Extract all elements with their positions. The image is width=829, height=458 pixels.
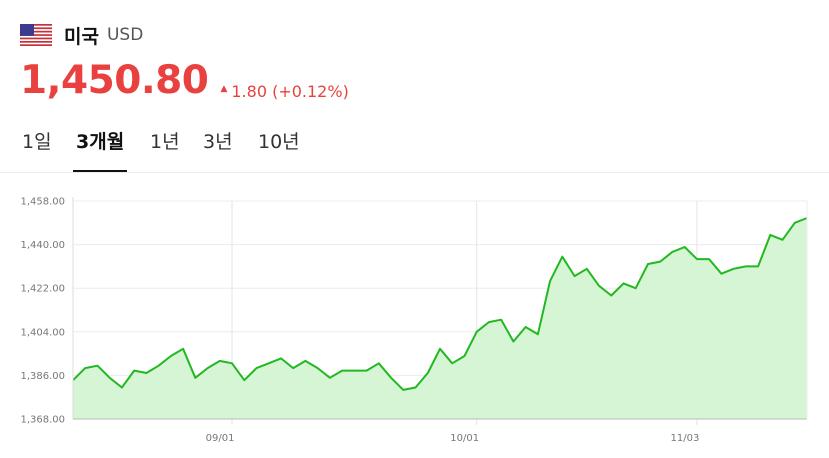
rate-change: ▲ 1.80 (+0.12%) — [220, 82, 348, 101]
tab-label: 1년 — [150, 131, 180, 153]
y-tick-label: 1,368.00 — [20, 415, 65, 426]
tab-3m[interactable]: 3개월 — [73, 118, 128, 172]
tabs-divider — [0, 172, 829, 173]
tab-label: 3년 — [203, 131, 233, 153]
active-tab-indicator — [73, 170, 128, 172]
rate-change-value: 1.80 (+0.12%) — [231, 81, 349, 101]
country-name: 미국 — [64, 25, 99, 48]
us-flag-icon — [20, 24, 52, 46]
tab-10y[interactable]: 10년 — [258, 118, 300, 172]
tab-1d[interactable]: 1일 — [22, 118, 52, 172]
tab-label: 1일 — [22, 131, 52, 153]
tab-label: 10년 — [258, 131, 300, 153]
y-tick-label: 1,440.00 — [20, 240, 65, 251]
y-tick-label: 1,404.00 — [20, 327, 65, 338]
currency-header: 미국 USD — [20, 20, 143, 50]
tab-3y[interactable]: 3년 — [203, 118, 233, 172]
triangle-up-icon: ▲ — [220, 84, 228, 94]
y-tick-label: 1,386.00 — [20, 371, 65, 382]
exchange-rate: 1,450.80 — [20, 58, 209, 103]
x-tick-label: 09/01 — [206, 433, 235, 444]
period-tabs: 1일 3개월 1년 3년 10년 — [0, 118, 829, 172]
x-tick-label: 10/01 — [450, 433, 479, 444]
x-tick-label: 11/03 — [670, 433, 699, 444]
tab-1y[interactable]: 1년 — [150, 118, 180, 172]
tab-label: 3개월 — [76, 131, 125, 153]
currency-code: USD — [106, 25, 144, 45]
y-tick-label: 1,422.00 — [20, 284, 65, 295]
chart-series-line — [72, 217, 808, 391]
y-tick-label: 1,458.00 — [20, 197, 65, 208]
exchange-rate-chart[interactable]: 1,458.00 1,440.00 1,422.00 1,404.00 1,386.00… — [0, 175, 829, 458]
quote-block: 1,450.80 ▲ 1.80 (+0.12%) — [20, 58, 349, 103]
